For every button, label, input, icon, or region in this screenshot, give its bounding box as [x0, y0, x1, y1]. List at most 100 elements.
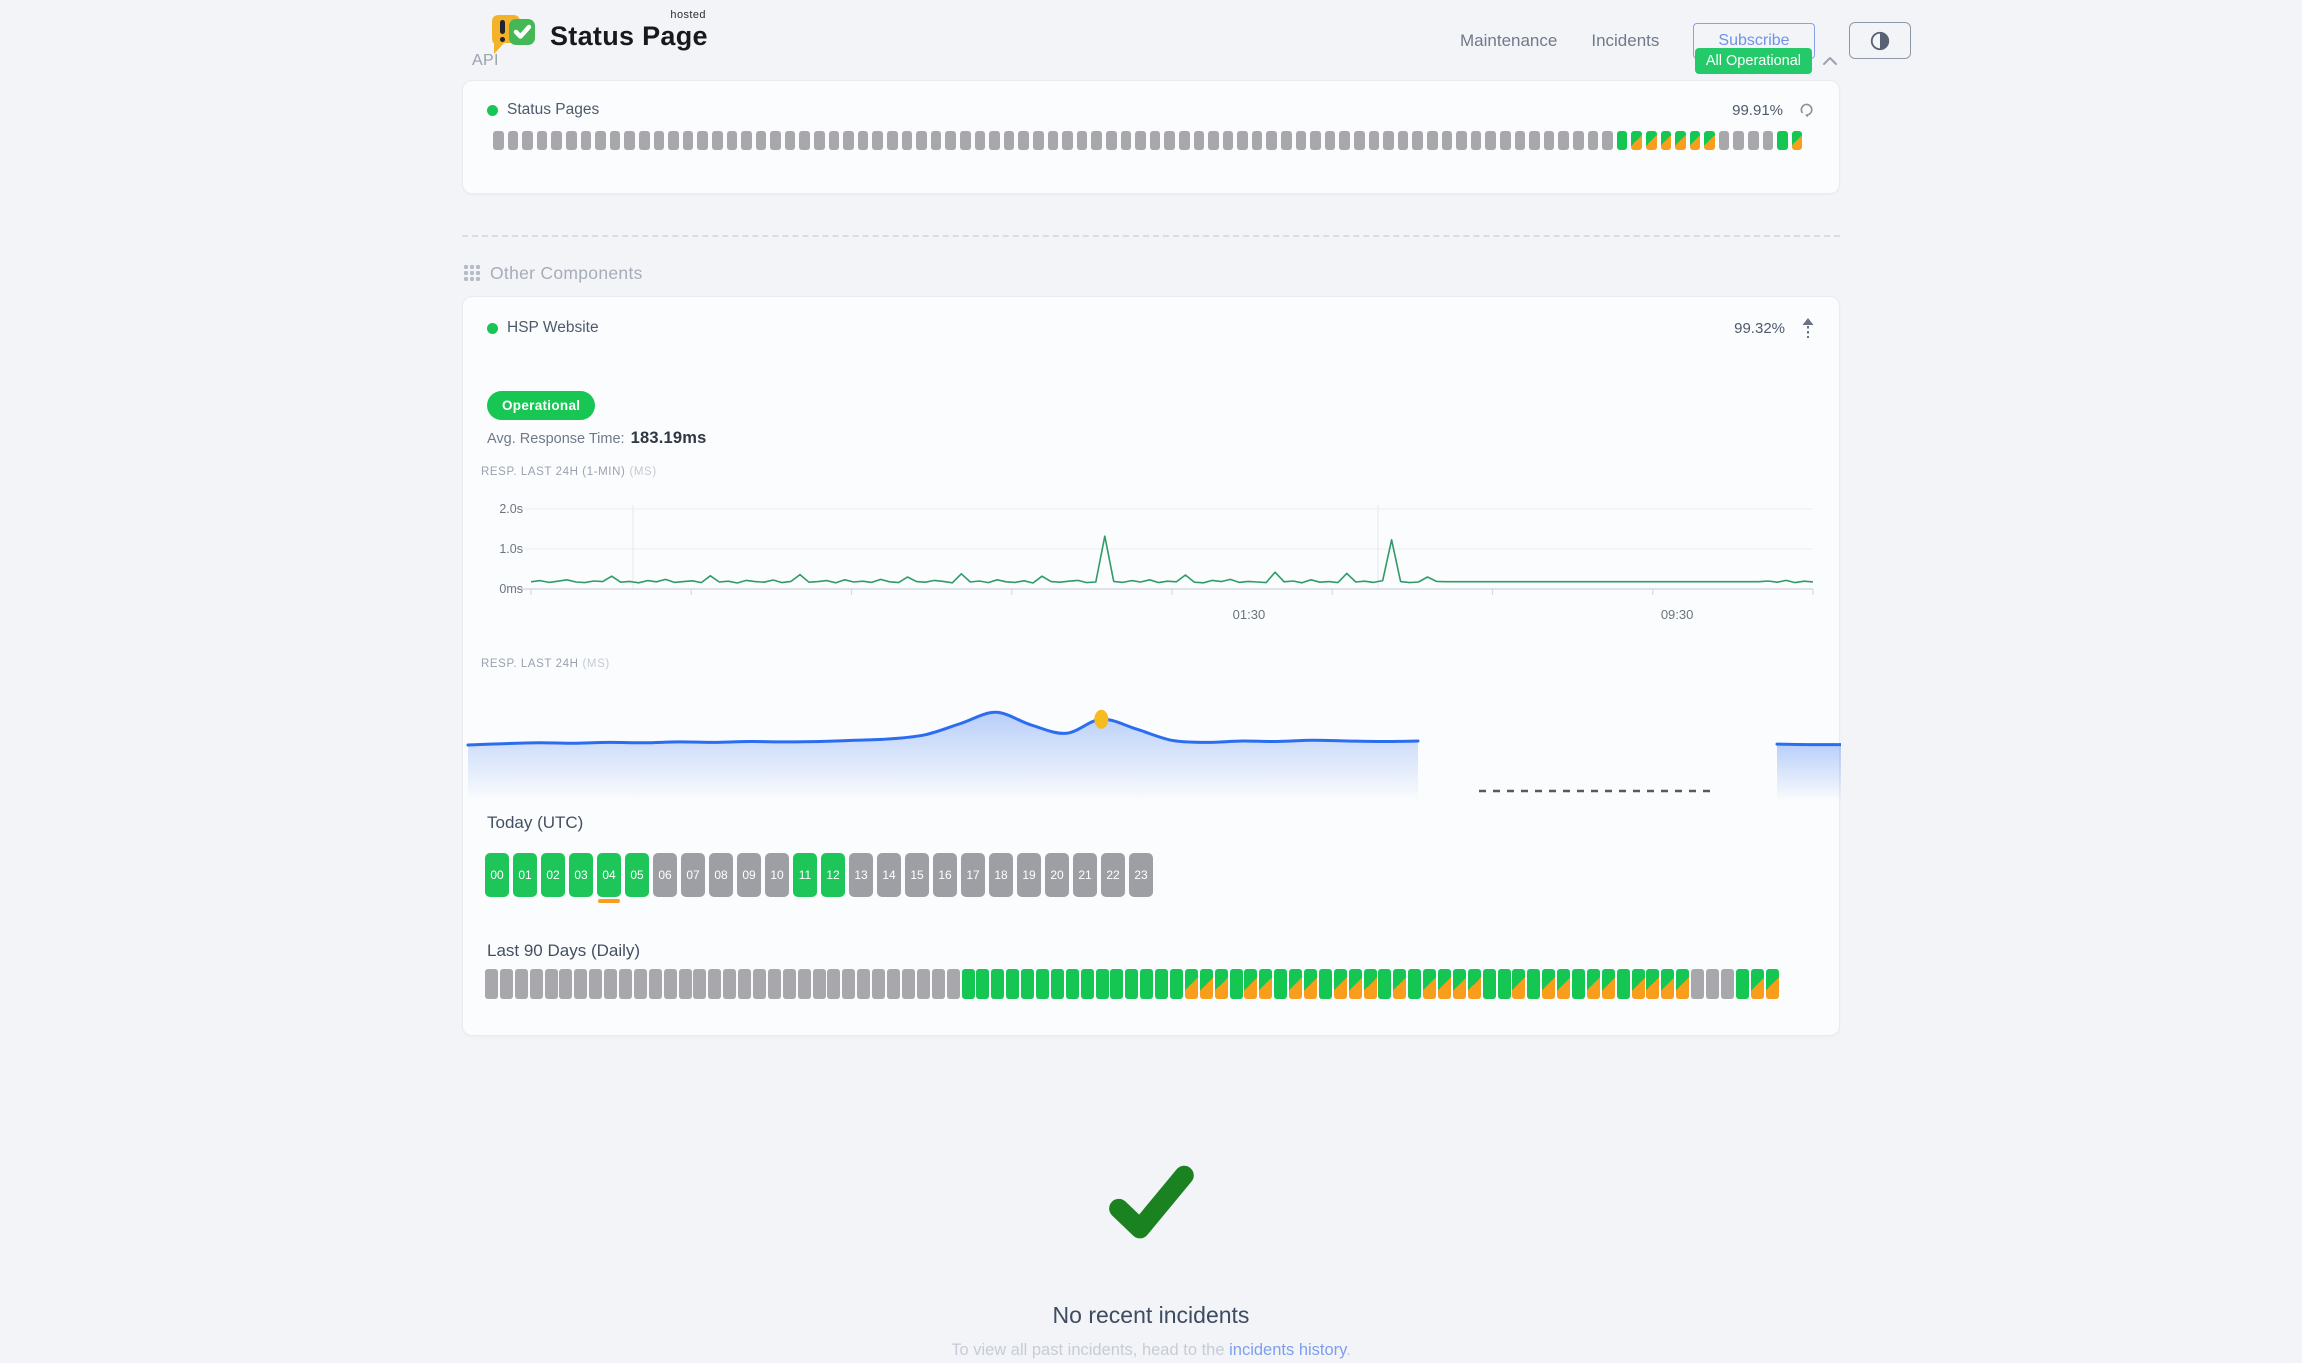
uptime-bar	[960, 131, 971, 150]
uptime-bar	[946, 969, 960, 999]
hour-block-10: 10	[765, 853, 789, 897]
uptime-bar	[1266, 131, 1278, 150]
uptime-bar	[770, 131, 781, 150]
uptime-bars-status-pages	[463, 131, 1839, 168]
uptime-bar	[693, 969, 707, 999]
uptime-bar	[493, 131, 504, 150]
uptime-bar	[1155, 969, 1169, 999]
uptime-bar	[1032, 131, 1044, 150]
uptime-bar	[1193, 131, 1205, 150]
uptime-bar	[1095, 969, 1109, 999]
uptime-bar	[648, 969, 662, 999]
api-section-title: API	[472, 52, 499, 69]
refresh-icon[interactable]	[1799, 102, 1815, 118]
uptime-bar	[609, 131, 621, 150]
uptime-bar	[872, 969, 886, 999]
uptime-bar	[544, 969, 558, 999]
uptime-bar	[1441, 131, 1453, 150]
uptime-bar	[638, 131, 650, 150]
uptime-bar	[1750, 969, 1764, 999]
uptime-bar	[1047, 131, 1059, 150]
chart-highlight-dot	[1094, 709, 1109, 729]
uptime-bar	[726, 131, 738, 150]
uptime-bar	[1135, 131, 1146, 150]
uptime-bar	[1456, 131, 1467, 150]
uptime-bar	[931, 969, 945, 999]
uptime-bar	[1427, 131, 1438, 150]
avg-response-value: 183.19ms	[630, 429, 707, 447]
uptime-bar	[678, 969, 692, 999]
hour-block-14: 14	[877, 853, 901, 897]
nav-incidents[interactable]: Incidents	[1591, 30, 1660, 50]
uptime-bar	[1557, 969, 1571, 999]
uptime-bars-90-days	[485, 969, 1779, 999]
uptime-bar	[843, 131, 854, 150]
hour-block-21: 21	[1073, 853, 1097, 897]
arrow-up-icon[interactable]	[1801, 317, 1815, 339]
uptime-bar	[1035, 969, 1049, 999]
uptime-bar	[604, 969, 618, 999]
svg-text:1.0s: 1.0s	[499, 542, 523, 556]
uptime-bar	[767, 969, 781, 999]
uptime-bar	[1542, 969, 1556, 999]
uptime-bar	[1368, 131, 1380, 150]
uptime-bar	[499, 969, 513, 999]
uptime-bar	[522, 131, 533, 150]
uptime-bar	[1348, 969, 1362, 999]
uptime-bar	[1438, 969, 1451, 999]
incidents-history-line: To view all past incidents, head to the …	[951, 1341, 1351, 1359]
uptime-bar	[574, 969, 588, 999]
uptime-bar	[1499, 131, 1511, 150]
uptime-bar	[514, 969, 528, 999]
uptime-bar	[1184, 969, 1198, 999]
uptime-bar	[1558, 131, 1569, 150]
hour-block-08: 08	[709, 853, 733, 897]
uptime-bar	[1601, 969, 1615, 999]
operational-dot	[487, 104, 498, 116]
uptime-bar	[1178, 131, 1190, 150]
uptime-bar	[1091, 131, 1102, 150]
uptime-bar	[812, 969, 826, 999]
uptime-bar	[857, 131, 869, 150]
uptime-bar	[828, 131, 840, 150]
hour-block-11: 11	[793, 853, 817, 897]
uptime-bar	[945, 131, 956, 150]
component-name: HSP Website	[507, 319, 599, 336]
uptime-bar	[1076, 131, 1088, 150]
uptime-bar	[1748, 131, 1759, 150]
uptime-bar	[1762, 131, 1774, 150]
uptime-bar	[784, 131, 796, 150]
chevron-up-icon[interactable]	[1820, 54, 1840, 68]
uptime-bar	[1631, 969, 1645, 999]
uptime-bar	[1497, 969, 1511, 999]
uptime-bar	[799, 131, 811, 150]
uptime-bar	[1062, 131, 1073, 150]
uptime-bar	[559, 969, 573, 999]
hsp-website-card: HSP Website 99.32% Operational Avg. Resp…	[462, 296, 1841, 1036]
svg-text:0ms: 0ms	[499, 582, 523, 596]
hour-block-01: 01	[513, 853, 537, 897]
logo: Status Page hosted	[488, 9, 708, 60]
hour-block-20: 20	[1045, 853, 1069, 897]
uptime-bar	[1222, 131, 1234, 150]
avg-response-time: Avg. Response Time: 183.19ms	[487, 429, 707, 447]
component-row-status-pages: Status Pages 99.91%	[463, 81, 1839, 131]
uptime-bar	[1169, 969, 1183, 999]
hour-block-07: 07	[681, 853, 705, 897]
nav-maintenance[interactable]: Maintenance	[1460, 30, 1558, 50]
incidents-history-link[interactable]: incidents history	[1229, 1341, 1347, 1359]
half-circle-icon	[1869, 30, 1891, 52]
uptime-bar	[697, 131, 708, 150]
uptime-bar	[1616, 969, 1630, 999]
uptime-bar	[1244, 969, 1258, 999]
other-components-title: Other Components	[490, 263, 643, 283]
uptime-bar	[1021, 969, 1035, 999]
hour-block-23: 23	[1129, 853, 1153, 897]
uptime-bar	[1529, 131, 1540, 150]
hour-block-04: 04	[597, 853, 621, 903]
theme-toggle-button[interactable]	[1848, 22, 1911, 59]
uptime-bar	[1467, 969, 1481, 999]
uptime-bar	[901, 131, 913, 150]
uptime-bar	[1050, 969, 1064, 999]
